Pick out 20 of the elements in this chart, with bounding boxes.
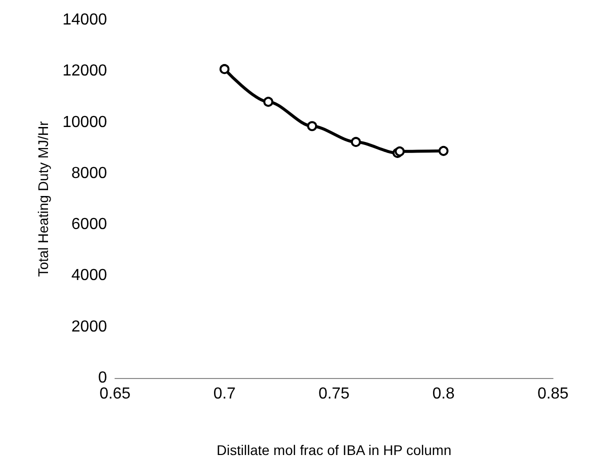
point	[263, 96, 274, 107]
x-tick-label: 0.8	[432, 386, 455, 402]
point	[438, 146, 448, 156]
y-tick-label: 2000	[71, 318, 108, 336]
y-axis-title: Total Heating Duty MJ/Hr	[35, 120, 51, 277]
x-tick-label: 0.65	[99, 386, 131, 402]
y-tick-label: 0	[98, 370, 108, 386]
point	[350, 136, 361, 147]
point	[307, 121, 318, 132]
y-tick-label: 8000	[71, 164, 108, 182]
y-tick-label: 10000	[62, 114, 108, 131]
y-tick-label: 12000	[62, 62, 108, 80]
y-tick-label: 6000	[71, 216, 108, 234]
y-tick-label: 4000	[71, 267, 108, 284]
x-axis-title: Distillate mol frac of IBA in HP column	[216, 442, 452, 458]
x-tick-label: 0.85	[537, 386, 569, 402]
x-tick-label: 0.75	[318, 386, 350, 402]
y-tick-label: 14000	[62, 12, 108, 28]
x-tick-label: 0.7	[213, 386, 236, 402]
point	[220, 64, 230, 74]
